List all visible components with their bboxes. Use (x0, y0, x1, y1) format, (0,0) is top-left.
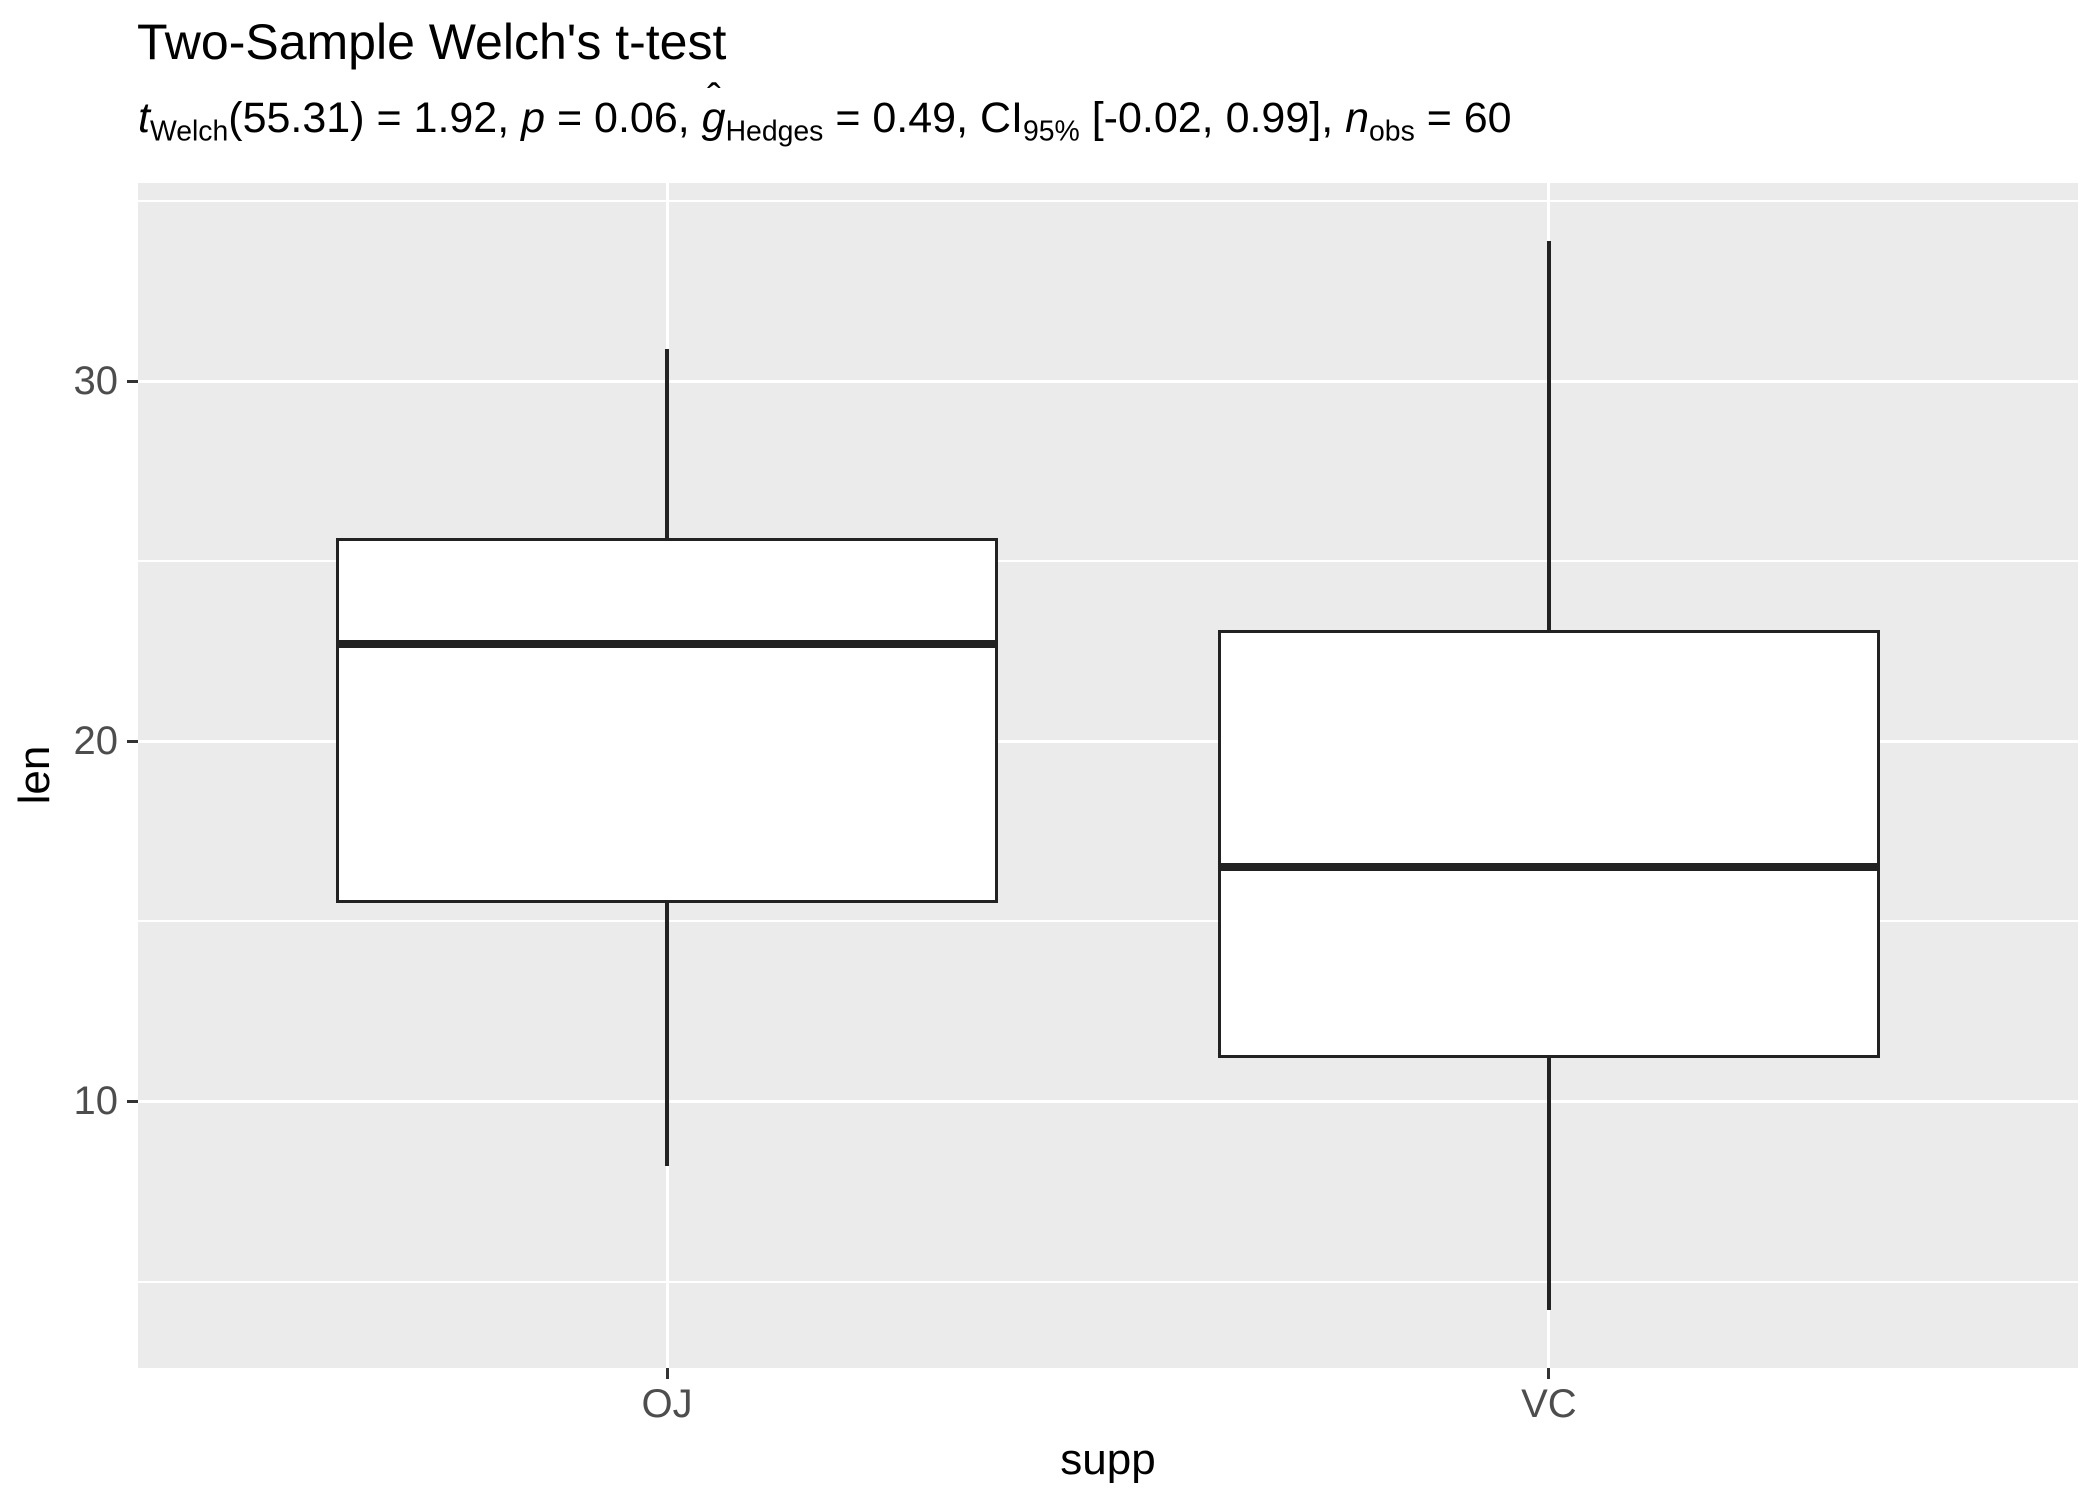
y-tick-mark (127, 739, 138, 743)
y-major-gridline (138, 379, 2078, 383)
y-minor-gridline (138, 560, 2078, 563)
y-axis-title: len (10, 745, 59, 805)
subtitle-segment: p (521, 94, 546, 142)
y-minor-gridline (138, 1280, 2078, 1283)
y-minor-gridline (138, 920, 2078, 923)
subtitle-segment: t (138, 94, 150, 142)
y-tick-label: 10 (73, 1079, 119, 1124)
subtitle-segment: [-0.02, 0.99], (1079, 94, 1346, 142)
x-tick-mark (1547, 1368, 1551, 1379)
boxplot-median-vc (1218, 863, 1880, 872)
y-tick-label: 20 (73, 719, 119, 764)
subtitle-segment: = 0.06, (545, 94, 702, 142)
subtitle-segment: = 0.49, CI (823, 94, 1023, 142)
boxplot-box-oj (336, 537, 998, 903)
boxplot-box-vc (1218, 629, 1880, 1059)
x-axis-title: supp (1060, 1435, 1156, 1484)
y-major-gridline (138, 1099, 2078, 1103)
x-tick-label: OJ (641, 1382, 693, 1426)
y-tick-mark (127, 379, 138, 383)
plot-title: Two-Sample Welch's t-test (137, 14, 727, 70)
subtitle-segment: 95% (1022, 115, 1080, 148)
subtitle-segment: n (1345, 94, 1370, 142)
plot-panel (138, 183, 2078, 1368)
y-major-gridline (138, 739, 2078, 743)
subtitle-segment: = 60 (1414, 94, 1512, 142)
subtitle-segment: Welch (149, 115, 229, 148)
y-tick-mark (127, 1099, 138, 1103)
subtitle-segment: Hedges (725, 115, 824, 148)
boxplot-median-oj (336, 640, 998, 649)
plot-subtitle: tWelch(55.31) = 1.92, p = 0.06, ˆ gHedges… (138, 74, 1512, 150)
x-tick-mark (665, 1368, 669, 1379)
hat-accent: ˆ (707, 74, 721, 121)
y-minor-gridline (138, 200, 2078, 202)
subtitle-segment: obs (1369, 115, 1415, 148)
y-tick-label: 30 (73, 359, 119, 404)
x-tick-label: VC (1521, 1382, 1577, 1426)
subtitle-segment: (55.31) = 1.92, (228, 94, 522, 142)
